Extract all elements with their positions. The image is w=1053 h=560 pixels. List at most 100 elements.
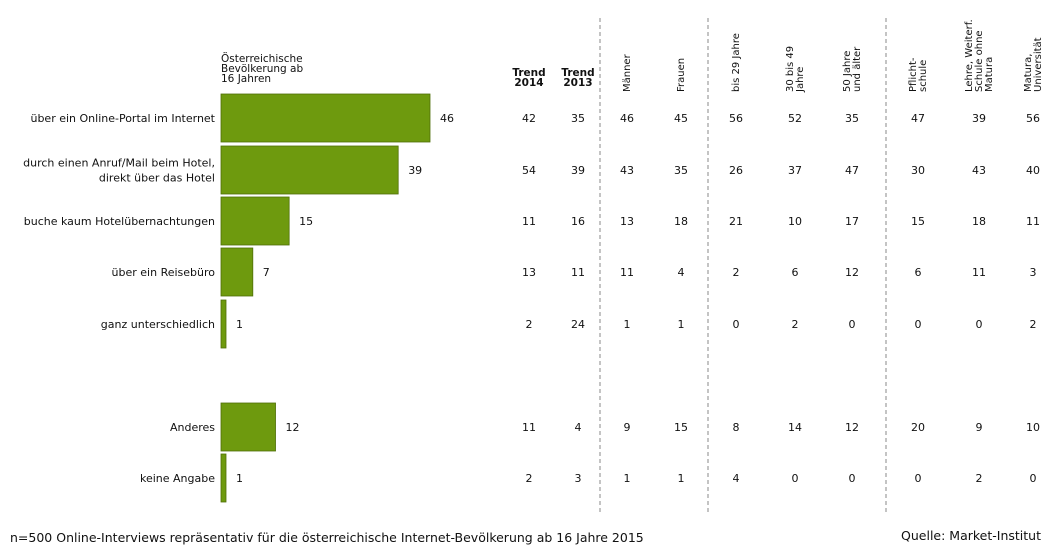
table-cell: 3 (1030, 266, 1037, 279)
bar-value-label: 15 (299, 215, 313, 228)
footnote: n=500 Online-Interviews repräsentativ fü… (10, 530, 644, 545)
bar-value-label: 46 (440, 112, 454, 125)
table-cell: 56 (1026, 112, 1040, 125)
table-cell: 0 (733, 318, 740, 331)
column-header-line: 30 bis 49 (785, 46, 796, 92)
table-cell: 11 (522, 421, 536, 434)
bar (220, 453, 227, 503)
table-cell: 0 (1030, 472, 1037, 485)
bar (220, 196, 290, 246)
table-cell: 47 (911, 112, 925, 125)
table-cell: 16 (571, 215, 585, 228)
table-cell: 9 (976, 421, 983, 434)
bar (220, 299, 227, 349)
bar-series-label: Österreichische Bevölkerung ab 16 Jahren (221, 52, 303, 85)
table-cell: 2 (1030, 318, 1037, 331)
bar (220, 145, 399, 195)
table-cell: 43 (972, 164, 986, 177)
bar-value-label: 1 (236, 472, 243, 485)
table-cell: 15 (674, 421, 688, 434)
bar-value-label: 7 (263, 266, 270, 279)
table-cell: 40 (1026, 164, 1040, 177)
category-label: durch einen Anruf/Mail beim Hotel, direkt… (23, 157, 215, 185)
table-cell: 21 (729, 215, 743, 228)
bar (220, 247, 254, 297)
category-label: über ein Reisebüro (112, 266, 216, 279)
category-label: ganz unterschiedlich (101, 318, 215, 331)
table-cell: 0 (976, 318, 983, 331)
table-cell: 30 (911, 164, 925, 177)
column-header-1: Trend 2014 (512, 67, 545, 89)
column-header-line: Lehre, Weiterf. (964, 19, 975, 92)
table-cell: 26 (729, 164, 743, 177)
category-label: keine Angabe (140, 472, 215, 485)
table-cell: 54 (522, 164, 536, 177)
column-header-6: 30 bis 49 Jahre (785, 46, 806, 93)
table-cell: 11 (1026, 215, 1040, 228)
table-cell: 1 (624, 472, 631, 485)
table-cell: 8 (733, 421, 740, 434)
column-header-line: Matura (984, 57, 995, 92)
bar-value-label: 1 (236, 318, 243, 331)
table-cell: 0 (792, 472, 799, 485)
bar (220, 93, 431, 143)
column-header-line: Pflicht- (908, 57, 919, 92)
table-cell: 20 (911, 421, 925, 434)
table-cell: 52 (788, 112, 802, 125)
table-cell: 56 (729, 112, 743, 125)
column-header-9: Lehre, Weiterf. Schule ohne Matura (964, 19, 995, 92)
table-cell: 35 (674, 164, 688, 177)
column-header-10: Matura, Universität (1023, 37, 1044, 92)
table-cell: 17 (845, 215, 859, 228)
table-cell: 24 (571, 318, 585, 331)
table-cell: 3 (575, 472, 582, 485)
column-header-line: und älter (852, 46, 863, 92)
table-cell: 2 (526, 472, 533, 485)
table-cell: 4 (733, 472, 740, 485)
column-header-4: Frauen (676, 58, 687, 92)
table-cell: 6 (915, 266, 922, 279)
table-cell: 4 (678, 266, 685, 279)
table-cell: 9 (624, 421, 631, 434)
column-header-2: Trend 2013 (561, 67, 594, 89)
table-cell: 47 (845, 164, 859, 177)
column-header-line: Frauen (676, 58, 687, 92)
table-cell: 2 (526, 318, 533, 331)
table-cell: 4 (575, 421, 582, 434)
table-cell: 13 (620, 215, 634, 228)
table-cell: 0 (915, 472, 922, 485)
table-cell: 12 (845, 266, 859, 279)
table-cell: 11 (972, 266, 986, 279)
table-cell: 42 (522, 112, 536, 125)
table-cell: 2 (792, 318, 799, 331)
table-cell: 12 (845, 421, 859, 434)
table-cell: 10 (788, 215, 802, 228)
bar (220, 402, 276, 452)
column-header-line: Männer (622, 53, 633, 92)
table-cell: 14 (788, 421, 802, 434)
column-header-line: schule (918, 60, 929, 92)
category-label: Anderes (170, 421, 215, 434)
table-cell: 35 (571, 112, 585, 125)
table-cell: 2 (733, 266, 740, 279)
table-cell: 11 (620, 266, 634, 279)
table-cell: 39 (571, 164, 585, 177)
column-header-line: Schule ohne (974, 30, 985, 92)
column-header-7: 50 Jahre und älter (842, 46, 863, 92)
bar-value-label: 39 (408, 164, 422, 177)
table-cell: 1 (624, 318, 631, 331)
column-header-line: bis 29 Jahre (731, 33, 742, 92)
table-cell: 35 (845, 112, 859, 125)
bar-value-label: 12 (286, 421, 300, 434)
column-header-3: Männer (622, 53, 633, 92)
category-label: buche kaum Hotelübernachtungen (24, 215, 215, 228)
table-cell: 0 (849, 318, 856, 331)
table-cell: 46 (620, 112, 634, 125)
table-cell: 0 (915, 318, 922, 331)
source-note: Quelle: Market-Institut (901, 528, 1041, 543)
column-header-5: bis 29 Jahre (731, 33, 742, 92)
column-header-line: Jahre (795, 67, 806, 93)
table-cell: 13 (522, 266, 536, 279)
table-cell: 2 (976, 472, 983, 485)
